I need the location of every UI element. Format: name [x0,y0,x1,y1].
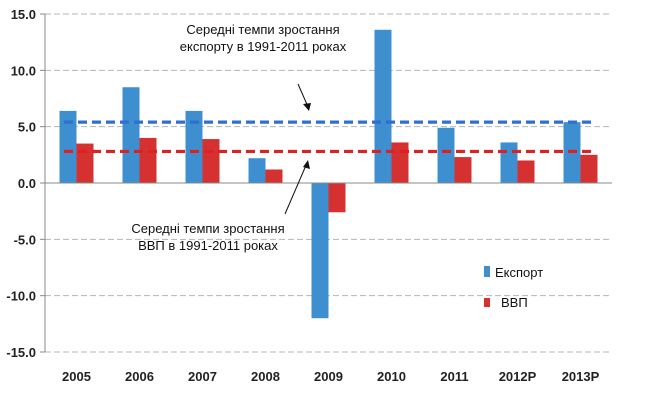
export-average-annotation-line-1: Середні темпи зростання [186,22,339,37]
bars [59,29,598,319]
x-tick-label: 2010 [377,369,406,384]
y-tick-label: -10.0 [6,289,36,304]
bar-export-2012P [500,142,518,183]
legend-label-export: Експорт [495,265,543,280]
legend-swatch-gdp [484,298,490,307]
gdp-average-annotation-line-2: ВВП в 1991-2011 роках [138,238,278,253]
gdp-annotation-arrow [284,160,310,215]
x-tick-label: 2013P [562,369,600,384]
x-tick-label: 2012P [499,369,537,384]
bar-gdp-2011 [454,157,472,183]
x-tick-label: 2006 [125,369,154,384]
x-tick-label: 2007 [188,369,217,384]
bar-gdp-2008 [265,169,283,183]
bar-export-2007 [185,110,203,183]
y-axis: 15.0 10.0 5.0 0.0 -5.0 -10.0 -15.0 [6,7,46,360]
y-tick-label: 0.0 [18,176,36,191]
bar-export-2005 [59,110,77,183]
y-tick-label: -15.0 [6,345,36,360]
reference-lines [64,120,592,154]
bar-export-2008 [248,158,266,183]
bar-export-2011 [437,127,455,183]
x-tick-label: 2011 [440,369,468,384]
bar-gdp-2010 [391,142,409,183]
bar-export-2010 [374,29,392,184]
legend-label-gdp: ВВП [501,295,528,310]
bar-export-2009 [311,183,329,319]
bar-gdp-2007 [202,139,220,183]
bar-gdp-2012P [517,160,535,183]
bar-gdp-2006 [139,137,157,183]
export-annotation-arrow [297,83,311,111]
y-tick-label: -5.0 [14,232,36,247]
bar-gdp-2013P [580,154,598,183]
gdp-average-annotation-line-1: Середні темпи зростання [131,221,284,236]
y-tick-label: 5.0 [18,120,36,135]
y-tick-label: 15.0 [11,7,36,22]
bar-export-2006 [122,87,140,183]
legend: Експорт ВВП [484,265,543,310]
legend-swatch-export [484,266,490,277]
bar-gdp-2005 [76,143,94,183]
x-tick-label: 2009 [314,369,343,384]
x-axis: 2005 2006 2007 2008 2009 2010 2011 2012P 2013P [45,182,612,384]
x-tick-label: 2005 [62,369,91,384]
y-tick-label: 10.0 [11,63,36,78]
x-tick-label: 2008 [251,369,280,384]
export-average-annotation-line-2: експорту в 1991-2011 роках [180,39,347,54]
bar-gdp-2009 [328,183,346,213]
